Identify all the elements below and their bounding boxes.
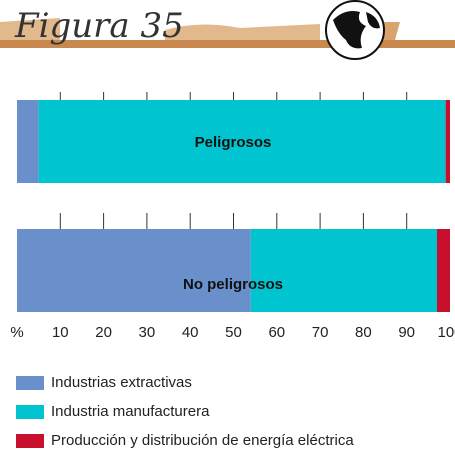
bar-segment <box>437 229 450 312</box>
header-banner <box>0 0 455 60</box>
legend-swatch <box>16 405 44 419</box>
chart-title: Figura 35 <box>14 6 184 46</box>
x-tick-label: 50 <box>225 324 242 341</box>
x-tick-label: % <box>10 324 23 341</box>
x-tick-label: 40 <box>182 324 199 341</box>
x-tick-label: 90 <box>398 324 415 341</box>
bar-segment <box>17 100 39 183</box>
x-tick-label: 80 <box>355 324 372 341</box>
x-tick-label: 70 <box>312 324 329 341</box>
legend-swatch <box>16 434 44 448</box>
bar-segment <box>17 229 251 312</box>
legend-label: Producción y distribución de energía elé… <box>51 432 354 449</box>
bar-label: No peligrosos <box>183 276 283 293</box>
bar-segment <box>250 229 438 312</box>
bar-segment <box>445 100 450 183</box>
legend-swatch <box>16 376 44 390</box>
bar-label: Peligrosos <box>195 134 272 151</box>
x-tick-label: 100 <box>437 324 455 341</box>
x-tick-label: 30 <box>139 324 156 341</box>
x-tick-label: 60 <box>268 324 285 341</box>
legend-label: Industria manufacturera <box>51 403 210 420</box>
bar-segment <box>38 100 446 183</box>
x-tick-label: 10 <box>52 324 69 341</box>
legend-label: Industrias extractivas <box>51 374 192 391</box>
x-tick-label: 20 <box>95 324 112 341</box>
